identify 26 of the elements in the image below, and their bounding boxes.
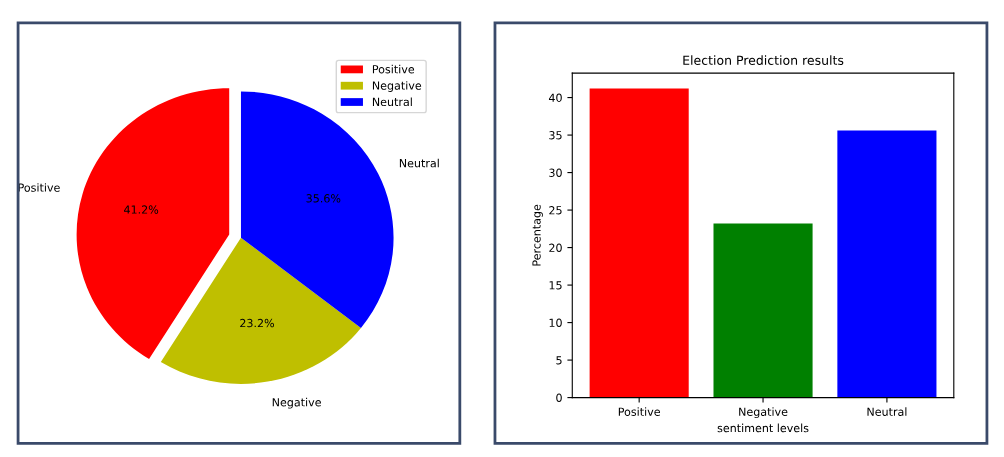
x-axis-title: sentiment levels xyxy=(717,423,809,433)
data-label: 35.6% xyxy=(306,194,341,203)
legend-label: Negative xyxy=(372,81,422,92)
data-label: 41.2% xyxy=(124,205,159,214)
x-tick-label: Negative xyxy=(739,407,788,419)
data-label: 23.2% xyxy=(240,318,275,328)
legend-label: Neutral xyxy=(372,97,412,107)
y-tick-label: 20 xyxy=(549,243,562,252)
y-tick-label: 35 xyxy=(549,131,562,140)
bar xyxy=(713,223,813,398)
bar xyxy=(837,130,937,398)
legend-label: Positive xyxy=(372,64,415,74)
y-axis-title: Percentage xyxy=(532,204,543,266)
x-tick-label: Neutral xyxy=(867,407,907,416)
y-tick-label: 25 xyxy=(549,206,562,215)
x-tick-label: Positive xyxy=(618,407,660,416)
y-tick-label: 15 xyxy=(549,281,562,290)
y-tick-label: 30 xyxy=(549,168,562,177)
bar xyxy=(589,88,689,398)
y-tick-label: 0 xyxy=(556,393,562,402)
y-tick-label: 40 xyxy=(548,93,562,102)
chart-title: Election Prediction results xyxy=(683,55,844,65)
y-tick-label: 10 xyxy=(549,318,562,327)
y-tick-label: 5 xyxy=(556,356,562,365)
slice-label: Positive xyxy=(18,183,60,192)
slice-label: Neutral xyxy=(399,158,439,168)
